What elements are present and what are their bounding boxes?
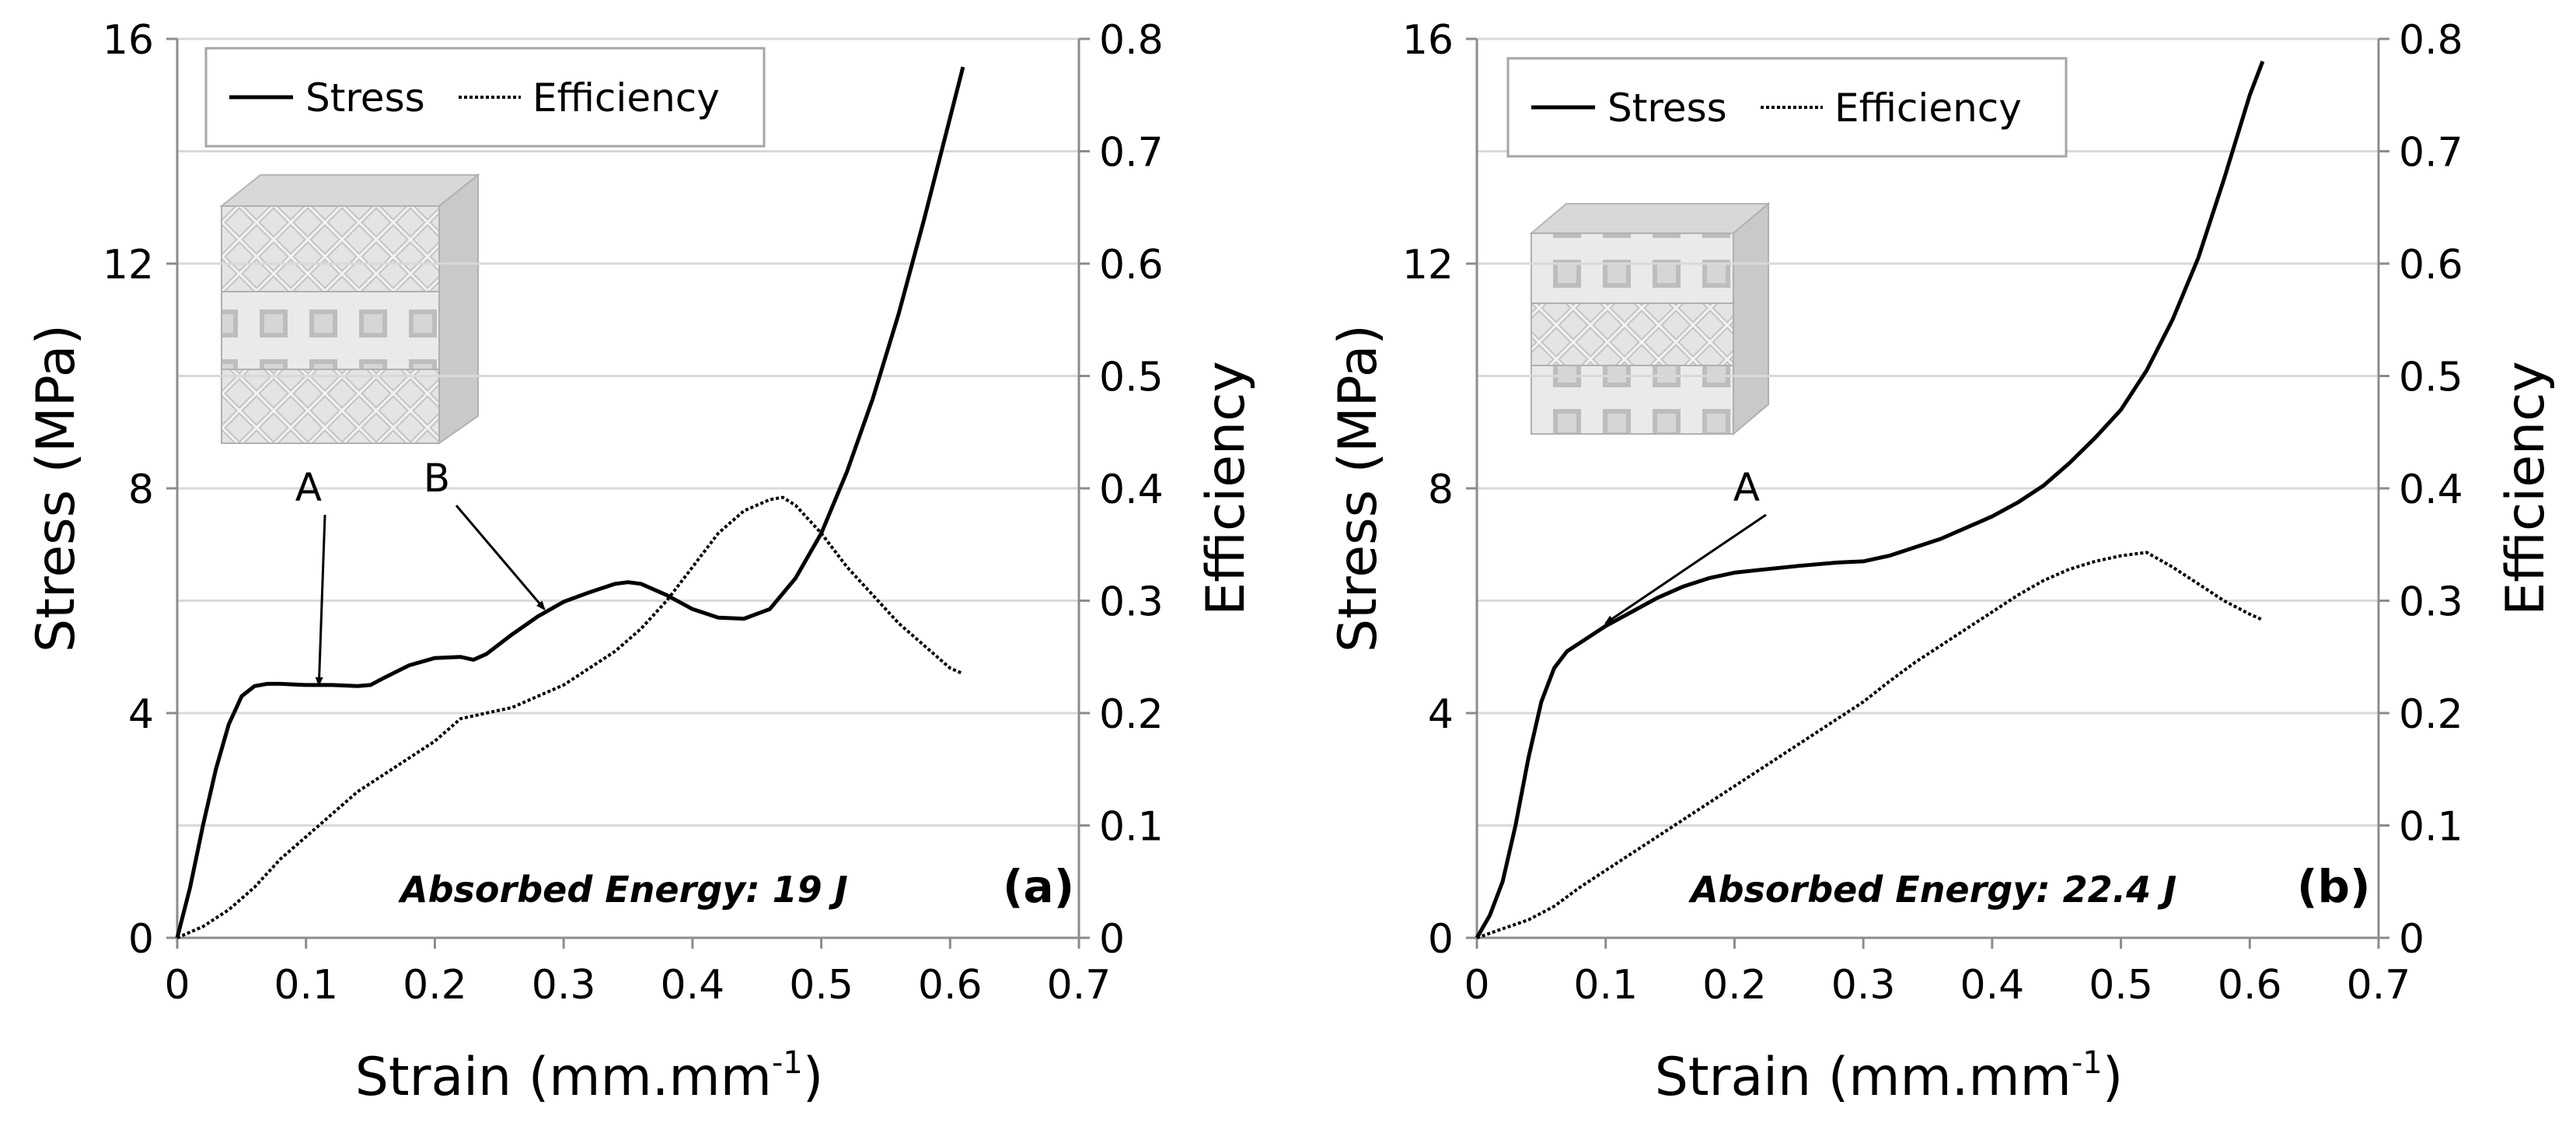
lattice-image-a (219, 173, 480, 445)
x-axis-title-main: Strain (mm.mm (1655, 1047, 2072, 1108)
y-axis-title: Stress (MPa) (26, 324, 87, 652)
absorbed-energy-label: Absorbed Energy: 19 J (398, 869, 848, 911)
x-axis-title-sup: -1 (772, 1045, 803, 1081)
x-tick-label: 0 (1464, 962, 1489, 1009)
series-line-stress (175, 66, 965, 939)
y2-tick-label: 0.1 (1099, 804, 1164, 851)
legend-box (204, 47, 766, 148)
x-axis-title-end: ) (803, 1047, 824, 1108)
x-tick-label: 0.4 (661, 962, 725, 1009)
x-tick-label: 0.6 (918, 962, 983, 1009)
series-line-efficiency (176, 495, 964, 939)
y-tick-label: 4 (128, 691, 154, 738)
x-axis-title: Strain (mm.mm-1) (355, 1045, 824, 1108)
y-tick-label: 0 (128, 916, 154, 963)
x-tick-label: 0.7 (2347, 962, 2411, 1009)
x-tick-label: 0.3 (1831, 962, 1896, 1009)
y-axis-title: Stress (MPa) (1328, 324, 1389, 652)
y2-tick-label: 0.3 (1099, 579, 1164, 626)
lattice-image-b (1529, 201, 1771, 436)
y2-tick-label: 0.8 (2399, 17, 2463, 64)
series-line-stress (1475, 61, 2265, 939)
y2-tick-label: 0.8 (1099, 17, 1164, 64)
x-tick-label: 0.2 (1702, 962, 1767, 1009)
x-tick-label: 0.4 (1960, 962, 2025, 1009)
legend: Stress Efficiency (1506, 57, 2068, 158)
arrow-a (315, 514, 326, 687)
x-tick-label: 0.2 (403, 962, 467, 1009)
x-axis-title: Strain (mm.mm-1) (1655, 1045, 2124, 1108)
panel-label: (b) (2297, 860, 2371, 913)
legend-label-stress: Stress (305, 75, 425, 121)
x-axis-title-end: ) (2103, 1047, 2124, 1108)
y2-tick-label: 0.7 (2399, 130, 2463, 177)
y-tick-label: 12 (1402, 242, 1454, 288)
x-tick-label: 0.1 (274, 962, 338, 1009)
y-tick-label: 12 (103, 242, 154, 288)
legend-box (1506, 57, 2068, 158)
x-tick-label: 0.1 (1573, 962, 1638, 1009)
y-tick-label: 8 (1428, 467, 1454, 513)
y2-tick-label: 0.2 (2399, 691, 2463, 738)
x-tick-label: 0.7 (1047, 962, 1112, 1009)
arrow-label-a: A (295, 465, 322, 510)
y2-tick-label: 0.4 (1099, 467, 1164, 513)
arrow-b (455, 505, 546, 610)
plot-layer: 0 0.1 0.2 0.3 0.4 0.5 0.6 0.7048121600.10.20.30… (26, 17, 2557, 1108)
absorbed-energy-label: Absorbed Energy: 22.4 J (1688, 869, 2176, 911)
y2-tick-label: 0.5 (2399, 355, 2463, 401)
x-tick-label: 0.3 (532, 962, 596, 1009)
series-line-efficiency (1476, 551, 2264, 939)
y2-axis-title: Efficiency (1196, 361, 1257, 616)
panel-b (1529, 201, 1771, 436)
y2-tick-label: 0.4 (2399, 467, 2463, 513)
legend: Stress Efficiency (204, 47, 766, 148)
legend-label-efficiency: Efficiency (532, 75, 720, 121)
y2-tick-label: 0 (1099, 916, 1125, 963)
chart-b: 0 0.1 0.2 0.3 0.4 0.5 0.6 0.7048121600.10.20.30… (1328, 17, 2557, 1108)
y2-tick-label: 0.6 (2399, 242, 2463, 288)
y2-tick-label: 0 (2399, 916, 2424, 963)
x-tick-label: 0.5 (2089, 962, 2153, 1009)
arrow-a (1604, 513, 1767, 624)
y-tick-label: 8 (128, 467, 154, 513)
legend-label-efficiency: Efficiency (1834, 86, 2022, 131)
legend-label-stress: Stress (1607, 86, 1727, 131)
y-tick-label: 4 (1428, 691, 1454, 738)
x-axis-title-sup: -1 (2072, 1045, 2103, 1081)
y2-tick-label: 0.2 (1099, 691, 1164, 738)
y-tick-label: 16 (103, 17, 154, 64)
y2-tick-label: 0.3 (2399, 579, 2463, 626)
chart-a: 0 0.1 0.2 0.3 0.4 0.5 0.6 0.7048121600.10.20.30… (26, 17, 1257, 1108)
y2-tick-label: 0.7 (1099, 130, 1164, 177)
y2-tick-label: 0.5 (1099, 355, 1164, 401)
panel-label: (a) (1003, 860, 1074, 913)
y2-tick-label: 0.6 (1099, 242, 1164, 288)
y2-axis-title: Efficiency (2495, 361, 2557, 616)
arrow-label-a: A (1733, 465, 1760, 510)
arrow-label-b: B (424, 456, 450, 501)
x-axis-title-main: Strain (mm.mm (355, 1047, 772, 1108)
panel-a (219, 173, 480, 445)
x-tick-label: 0.6 (2218, 962, 2282, 1009)
y2-tick-label: 0.1 (2399, 804, 2463, 851)
y-tick-label: 0 (1428, 916, 1454, 963)
x-tick-label: 0 (164, 962, 190, 1009)
y-tick-label: 16 (1402, 17, 1454, 64)
x-tick-label: 0.5 (789, 962, 853, 1009)
